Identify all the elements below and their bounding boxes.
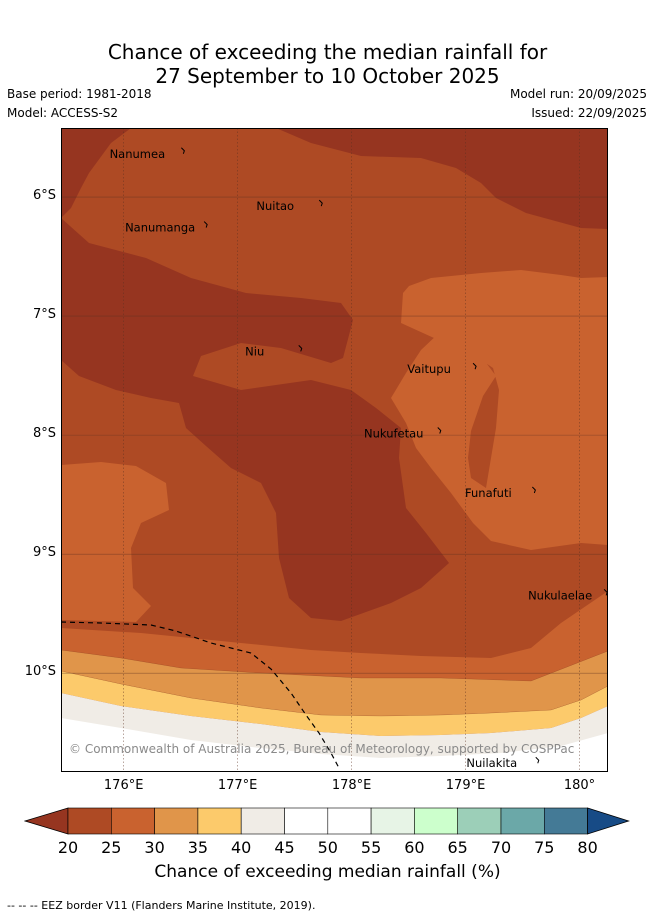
graticule	[61, 128, 608, 772]
title-line-1: Chance of exceeding the median rainfall …	[107, 40, 548, 64]
island-mark	[180, 147, 185, 154]
colorbar-level-label: 70	[490, 838, 512, 857]
place-label: Niu	[245, 344, 264, 358]
colorbar-segment	[111, 807, 155, 835]
colorbar-segment	[414, 807, 458, 835]
lat-tick-label: 7°S	[32, 307, 56, 323]
colorbar-level-label: 45	[274, 838, 295, 857]
lat-tick-label: 10°S	[24, 664, 56, 680]
colorbar-level-label: 40	[231, 838, 252, 857]
colorbar-level-label: 50	[317, 838, 338, 857]
copyright-credit: © Commonwealth of Australia 2025, Bureau…	[69, 742, 574, 756]
zone-25-30-west	[61, 462, 169, 622]
island-mark	[437, 427, 442, 434]
island-mark	[531, 486, 536, 494]
colorbar-segment	[500, 807, 545, 835]
colorbar-level-label: 75	[534, 838, 555, 857]
colorbar-segment	[543, 807, 588, 835]
place-label: Vaitupu	[407, 362, 451, 376]
colorbar-level-label: 55	[360, 838, 382, 857]
zone-25-30-south	[61, 591, 608, 681]
colorbar-level-label: 35	[187, 838, 209, 857]
colorbar-level-label: 65	[447, 838, 468, 857]
zone-below-20-west	[61, 128, 131, 218]
zone-35-40	[61, 671, 608, 736]
eez-border	[61, 621, 340, 769]
map-title: Chance of exceeding the median rainfall …	[0, 40, 655, 88]
colorbar-segment	[154, 807, 199, 835]
place-label: Nuilakita	[466, 756, 517, 770]
place-label: Nanumanga	[125, 221, 195, 235]
place-label: Funafuti	[465, 486, 512, 500]
colorbar-under-arrow	[24, 807, 69, 835]
island-mark	[203, 221, 208, 228]
place-label: Nukulaelae	[528, 588, 592, 602]
island-mark	[318, 199, 323, 207]
zone-25-30-east	[391, 270, 608, 550]
eez-legend-note: -- -- -- EEZ border V11 (Flanders Marine…	[7, 899, 316, 912]
zone-30-35	[61, 650, 608, 716]
model-name: Model: ACCESS-S2	[7, 106, 119, 120]
colorbar-level-label: 60	[404, 838, 425, 857]
lon-tick-label: 177°E	[217, 778, 258, 793]
contour-lines	[61, 649, 608, 717]
rainfall-map: Nanumea Nuitao Nanumanga Niu Vaitupu Nukufeta…	[61, 128, 608, 772]
zone-below-20-central	[61, 218, 449, 621]
colorbar-segment	[457, 807, 502, 835]
colorbar-level-label: 25	[101, 838, 122, 857]
lon-tick-label: 179°E	[445, 778, 486, 793]
colorbar-level-label: 20	[57, 838, 79, 857]
island-mark	[472, 362, 477, 370]
map-frame	[61, 128, 608, 772]
lat-tick-label: 6°S	[32, 188, 56, 204]
lat-tick-label: 8°S	[32, 426, 56, 442]
lon-tick-label: 180°	[563, 778, 596, 793]
colorbar-segment	[327, 807, 372, 835]
zone-below-20-north	[276, 128, 608, 229]
colorbar-level-label: 80	[577, 838, 598, 857]
place-label: Nanumea	[110, 147, 166, 161]
island-mark	[298, 345, 303, 352]
issued-date: Issued: 22/09/2025	[531, 106, 647, 120]
colorbar-segment	[284, 807, 329, 835]
colorbar-title: Chance of exceeding median rainfall (%)	[154, 862, 501, 882]
colorbar-level-label: 30	[144, 838, 165, 857]
colorbar-segment	[67, 807, 112, 835]
model-run-date: Model run: 20/09/2025	[509, 87, 647, 101]
zone-45-50	[61, 718, 608, 772]
title-line-2: 27 September to 10 October 2025	[155, 64, 500, 88]
colorbar-segment	[197, 807, 242, 835]
base-period: Base period: 1981-2018	[7, 87, 152, 101]
lon-tick-label: 176°E	[103, 778, 144, 793]
island-mark	[535, 756, 540, 764]
lon-tick-label: 178°E	[331, 778, 372, 793]
colorbar-segment	[370, 807, 415, 835]
place-labels: Nanumea Nuitao Nanumanga Niu Vaitupu Nukufeta…	[110, 147, 608, 770]
colorbar-segment	[240, 807, 285, 835]
place-label: Nukufetau	[364, 427, 423, 441]
lat-tick-label: 9°S	[32, 545, 56, 561]
colorbar	[24, 807, 630, 835]
place-label: Nuitao	[256, 199, 294, 213]
colorbar-over-arrow	[587, 807, 630, 835]
